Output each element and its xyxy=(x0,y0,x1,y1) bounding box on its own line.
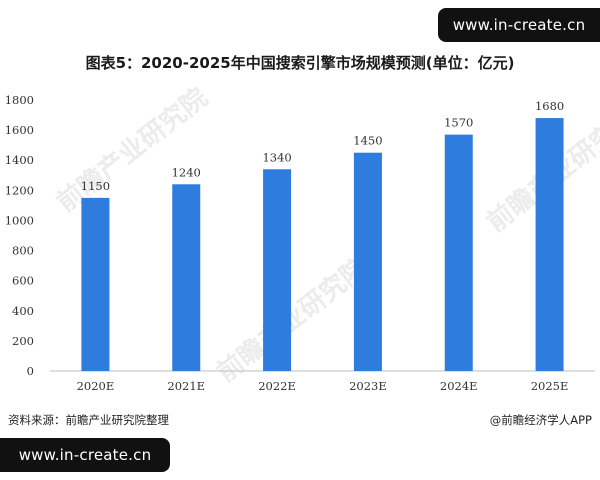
y-tick-label: 400 xyxy=(12,304,34,318)
x-tick-label: 2023E xyxy=(349,379,387,393)
x-tick-label: 2024E xyxy=(440,379,478,393)
bar xyxy=(81,197,110,371)
y-tick-label: 1800 xyxy=(5,93,34,107)
bar xyxy=(444,134,473,371)
x-tick-label: 2020E xyxy=(77,379,115,393)
bar xyxy=(172,184,201,371)
bar xyxy=(263,169,292,371)
y-tick-label: 1000 xyxy=(5,213,34,227)
x-tick-label: 2022E xyxy=(258,379,296,393)
bar xyxy=(353,152,382,371)
y-tick-label: 1400 xyxy=(5,153,34,167)
data-label: 1240 xyxy=(172,165,201,179)
y-tick-label: 800 xyxy=(12,244,34,258)
y-tick-label: 1200 xyxy=(5,183,34,197)
brand-credit: @前瞻经济学人APP xyxy=(489,413,592,427)
source-note: 资料来源：前瞻产业研究院整理 xyxy=(8,413,169,427)
watermark-url-bottom: www.in-create.cn xyxy=(0,438,170,472)
y-tick-label: 0 xyxy=(27,364,34,378)
data-label: 1570 xyxy=(444,116,473,130)
watermark-url-top: www.in-create.cn xyxy=(438,8,600,42)
chart-title: 图表5：2020-2025年中国搜索引擎市场规模预测(单位：亿元) xyxy=(85,54,515,72)
data-label: 1680 xyxy=(535,99,564,113)
x-tick-label: 2021E xyxy=(167,379,205,393)
data-label: 1150 xyxy=(81,179,110,193)
data-label: 1450 xyxy=(353,134,382,148)
y-tick-label: 1600 xyxy=(5,123,34,137)
y-tick-label: 600 xyxy=(12,274,34,288)
bar xyxy=(535,118,564,371)
y-tick-label: 200 xyxy=(12,334,34,348)
data-label: 1340 xyxy=(262,150,291,164)
x-tick-label: 2025E xyxy=(531,379,569,393)
